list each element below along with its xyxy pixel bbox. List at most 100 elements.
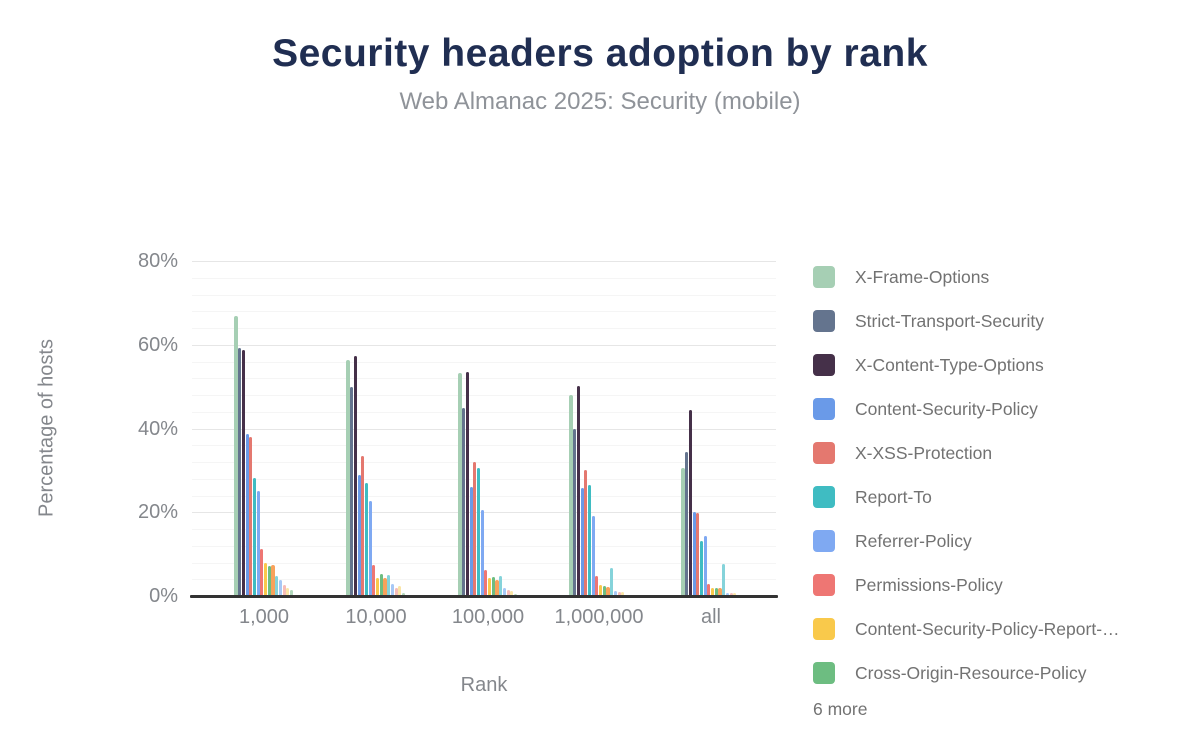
- bar-x-xss-protection-all[interactable]: [696, 513, 700, 596]
- bar-referrer-policy-1-000-000[interactable]: [591, 516, 595, 596]
- bar-content-security-policy-report-all[interactable]: [711, 588, 715, 596]
- bar-permissions-policy-10-000[interactable]: [372, 565, 376, 596]
- bar-x-content-type-options-100-000[interactable]: [465, 371, 469, 596]
- bar-content-security-policy-100-000[interactable]: [469, 486, 473, 596]
- bar-more-2-all[interactable]: [722, 564, 726, 596]
- bar-more-4-10-000[interactable]: [394, 588, 398, 596]
- chart-subtitle: Web Almanac 2025: Security (mobile): [399, 88, 801, 115]
- bar-x-xss-protection-1-000-000[interactable]: [584, 470, 588, 596]
- gridline-major: [192, 512, 776, 514]
- legend-label: Strict-Transport-Security: [855, 311, 1044, 331]
- bar-report-to-1-000-000[interactable]: [587, 485, 592, 596]
- bar-more-4-1-000-000[interactable]: [617, 591, 621, 596]
- bar-permissions-policy-100-000[interactable]: [484, 570, 488, 596]
- bar-more-6-100-000[interactable]: [513, 593, 518, 596]
- bar-content-security-policy-report-1-000[interactable]: [264, 562, 268, 596]
- bar-more-3-10-000[interactable]: [390, 583, 394, 596]
- bar-x-content-type-options-10-000[interactable]: [353, 356, 357, 596]
- bar-strict-transport-security-1-000-000[interactable]: [573, 428, 577, 596]
- gridline-major: [192, 344, 776, 346]
- bar-x-frame-options-1-000[interactable]: [234, 316, 238, 596]
- bar-cross-origin-resource-policy-10-000[interactable]: [379, 574, 383, 596]
- bar-referrer-policy-1-000[interactable]: [256, 491, 260, 596]
- bar-content-security-policy-report-10-000[interactable]: [376, 577, 380, 596]
- legend-label: Content-Security-Policy-Report-…: [855, 619, 1120, 639]
- bar-more-1-100-000[interactable]: [495, 580, 499, 596]
- bar-x-frame-options-100-000[interactable]: [458, 372, 462, 596]
- bar-content-security-policy-report-100-000[interactable]: [488, 577, 492, 596]
- bar-report-to-100-000[interactable]: [476, 468, 481, 596]
- bar-more-6-10-000[interactable]: [401, 592, 406, 596]
- legend-label: X-Content-Type-Options: [855, 355, 1044, 375]
- gridline-minor: [192, 294, 776, 296]
- legend-swatch: [813, 398, 835, 420]
- bar-content-security-policy-1-000-000[interactable]: [580, 488, 584, 596]
- bar-x-frame-options-all[interactable]: [681, 468, 685, 596]
- legend-swatch: [813, 354, 835, 376]
- bar-content-security-policy-10-000[interactable]: [357, 475, 361, 596]
- legend-label: X-Frame-Options: [855, 267, 990, 287]
- legend-swatch: [813, 662, 835, 684]
- bar-more-3-all[interactable]: [725, 592, 729, 596]
- bar-report-to-1-000[interactable]: [252, 478, 257, 596]
- bar-more-5-100-000[interactable]: [510, 590, 514, 596]
- bar-strict-transport-security-100-000[interactable]: [462, 408, 466, 596]
- bar-x-xss-protection-1-000[interactable]: [249, 437, 253, 596]
- bar-more-2-1-000-000[interactable]: [610, 567, 614, 596]
- bar-referrer-policy-all[interactable]: [703, 536, 707, 596]
- bar-more-5-all[interactable]: [733, 592, 737, 596]
- bar-cross-origin-resource-policy-100-000[interactable]: [491, 577, 495, 596]
- gridline-minor: [192, 495, 776, 497]
- bar-more-5-10-000[interactable]: [398, 585, 402, 596]
- bar-x-content-type-options-1-000-000[interactable]: [576, 385, 580, 596]
- bar-report-to-10-000[interactable]: [364, 482, 369, 596]
- bar-strict-transport-security-all[interactable]: [685, 451, 689, 596]
- bar-more-5-1-000[interactable]: [286, 588, 290, 596]
- bar-more-1-1-000-000[interactable]: [606, 586, 610, 596]
- gridline-minor: [192, 311, 776, 313]
- bar-strict-transport-security-1-000[interactable]: [238, 347, 242, 596]
- bar-more-6-1-000[interactable]: [289, 589, 294, 596]
- gridline-minor: [192, 395, 776, 396]
- legend-label: Report-To: [855, 487, 932, 507]
- bar-x-frame-options-10-000[interactable]: [346, 359, 350, 596]
- bar-more-1-10-000[interactable]: [383, 577, 387, 596]
- bar-permissions-policy-1-000[interactable]: [260, 549, 264, 596]
- bar-content-security-policy-report-1-000-000[interactable]: [599, 585, 603, 596]
- bar-x-xss-protection-10-000[interactable]: [361, 456, 365, 596]
- bar-strict-transport-security-10-000[interactable]: [350, 387, 354, 596]
- bar-permissions-policy-all[interactable]: [707, 583, 711, 596]
- bar-x-content-type-options-1-000[interactable]: [241, 349, 245, 596]
- bar-referrer-policy-100-000[interactable]: [480, 510, 484, 596]
- bar-permissions-policy-1-000-000[interactable]: [595, 575, 599, 596]
- bar-more-2-1-000[interactable]: [275, 575, 279, 596]
- bar-more-3-1-000[interactable]: [278, 580, 282, 596]
- bar-cross-origin-resource-policy-1-000[interactable]: [267, 566, 271, 596]
- bar-more-5-1-000-000[interactable]: [621, 591, 625, 596]
- bar-more-4-all[interactable]: [729, 592, 733, 596]
- y-tick-label: 0%: [149, 585, 178, 607]
- bar-referrer-policy-10-000[interactable]: [368, 501, 372, 596]
- bar-cross-origin-resource-policy-all[interactable]: [714, 588, 718, 596]
- bar-more-4-1-000[interactable]: [282, 585, 286, 596]
- bar-more-1-1-000[interactable]: [271, 565, 275, 596]
- bar-content-security-policy-1-000[interactable]: [245, 433, 249, 596]
- gridline-major: [192, 261, 776, 262]
- bar-more-4-100-000[interactable]: [506, 589, 510, 596]
- legend-label: Content-Security-Policy: [855, 399, 1038, 419]
- bar-cross-origin-resource-policy-1-000-000[interactable]: [602, 585, 606, 596]
- bar-more-2-10-000[interactable]: [387, 575, 391, 596]
- bar-more-1-all[interactable]: [718, 588, 722, 596]
- bar-more-3-100-000[interactable]: [502, 587, 506, 596]
- legend-label: X-XSS-Protection: [855, 443, 993, 463]
- bar-report-to-all[interactable]: [699, 541, 704, 596]
- bar-more-2-100-000[interactable]: [499, 575, 503, 596]
- gridline-minor: [192, 545, 776, 547]
- bar-content-security-policy-all[interactable]: [692, 512, 696, 596]
- bar-x-content-type-options-all[interactable]: [688, 409, 692, 596]
- bar-more-3-1-000-000[interactable]: [613, 590, 617, 596]
- bar-x-frame-options-1-000-000[interactable]: [569, 395, 573, 596]
- bar-x-xss-protection-100-000[interactable]: [473, 461, 477, 596]
- gridline-minor: [192, 277, 776, 279]
- legend-swatch: [813, 310, 835, 332]
